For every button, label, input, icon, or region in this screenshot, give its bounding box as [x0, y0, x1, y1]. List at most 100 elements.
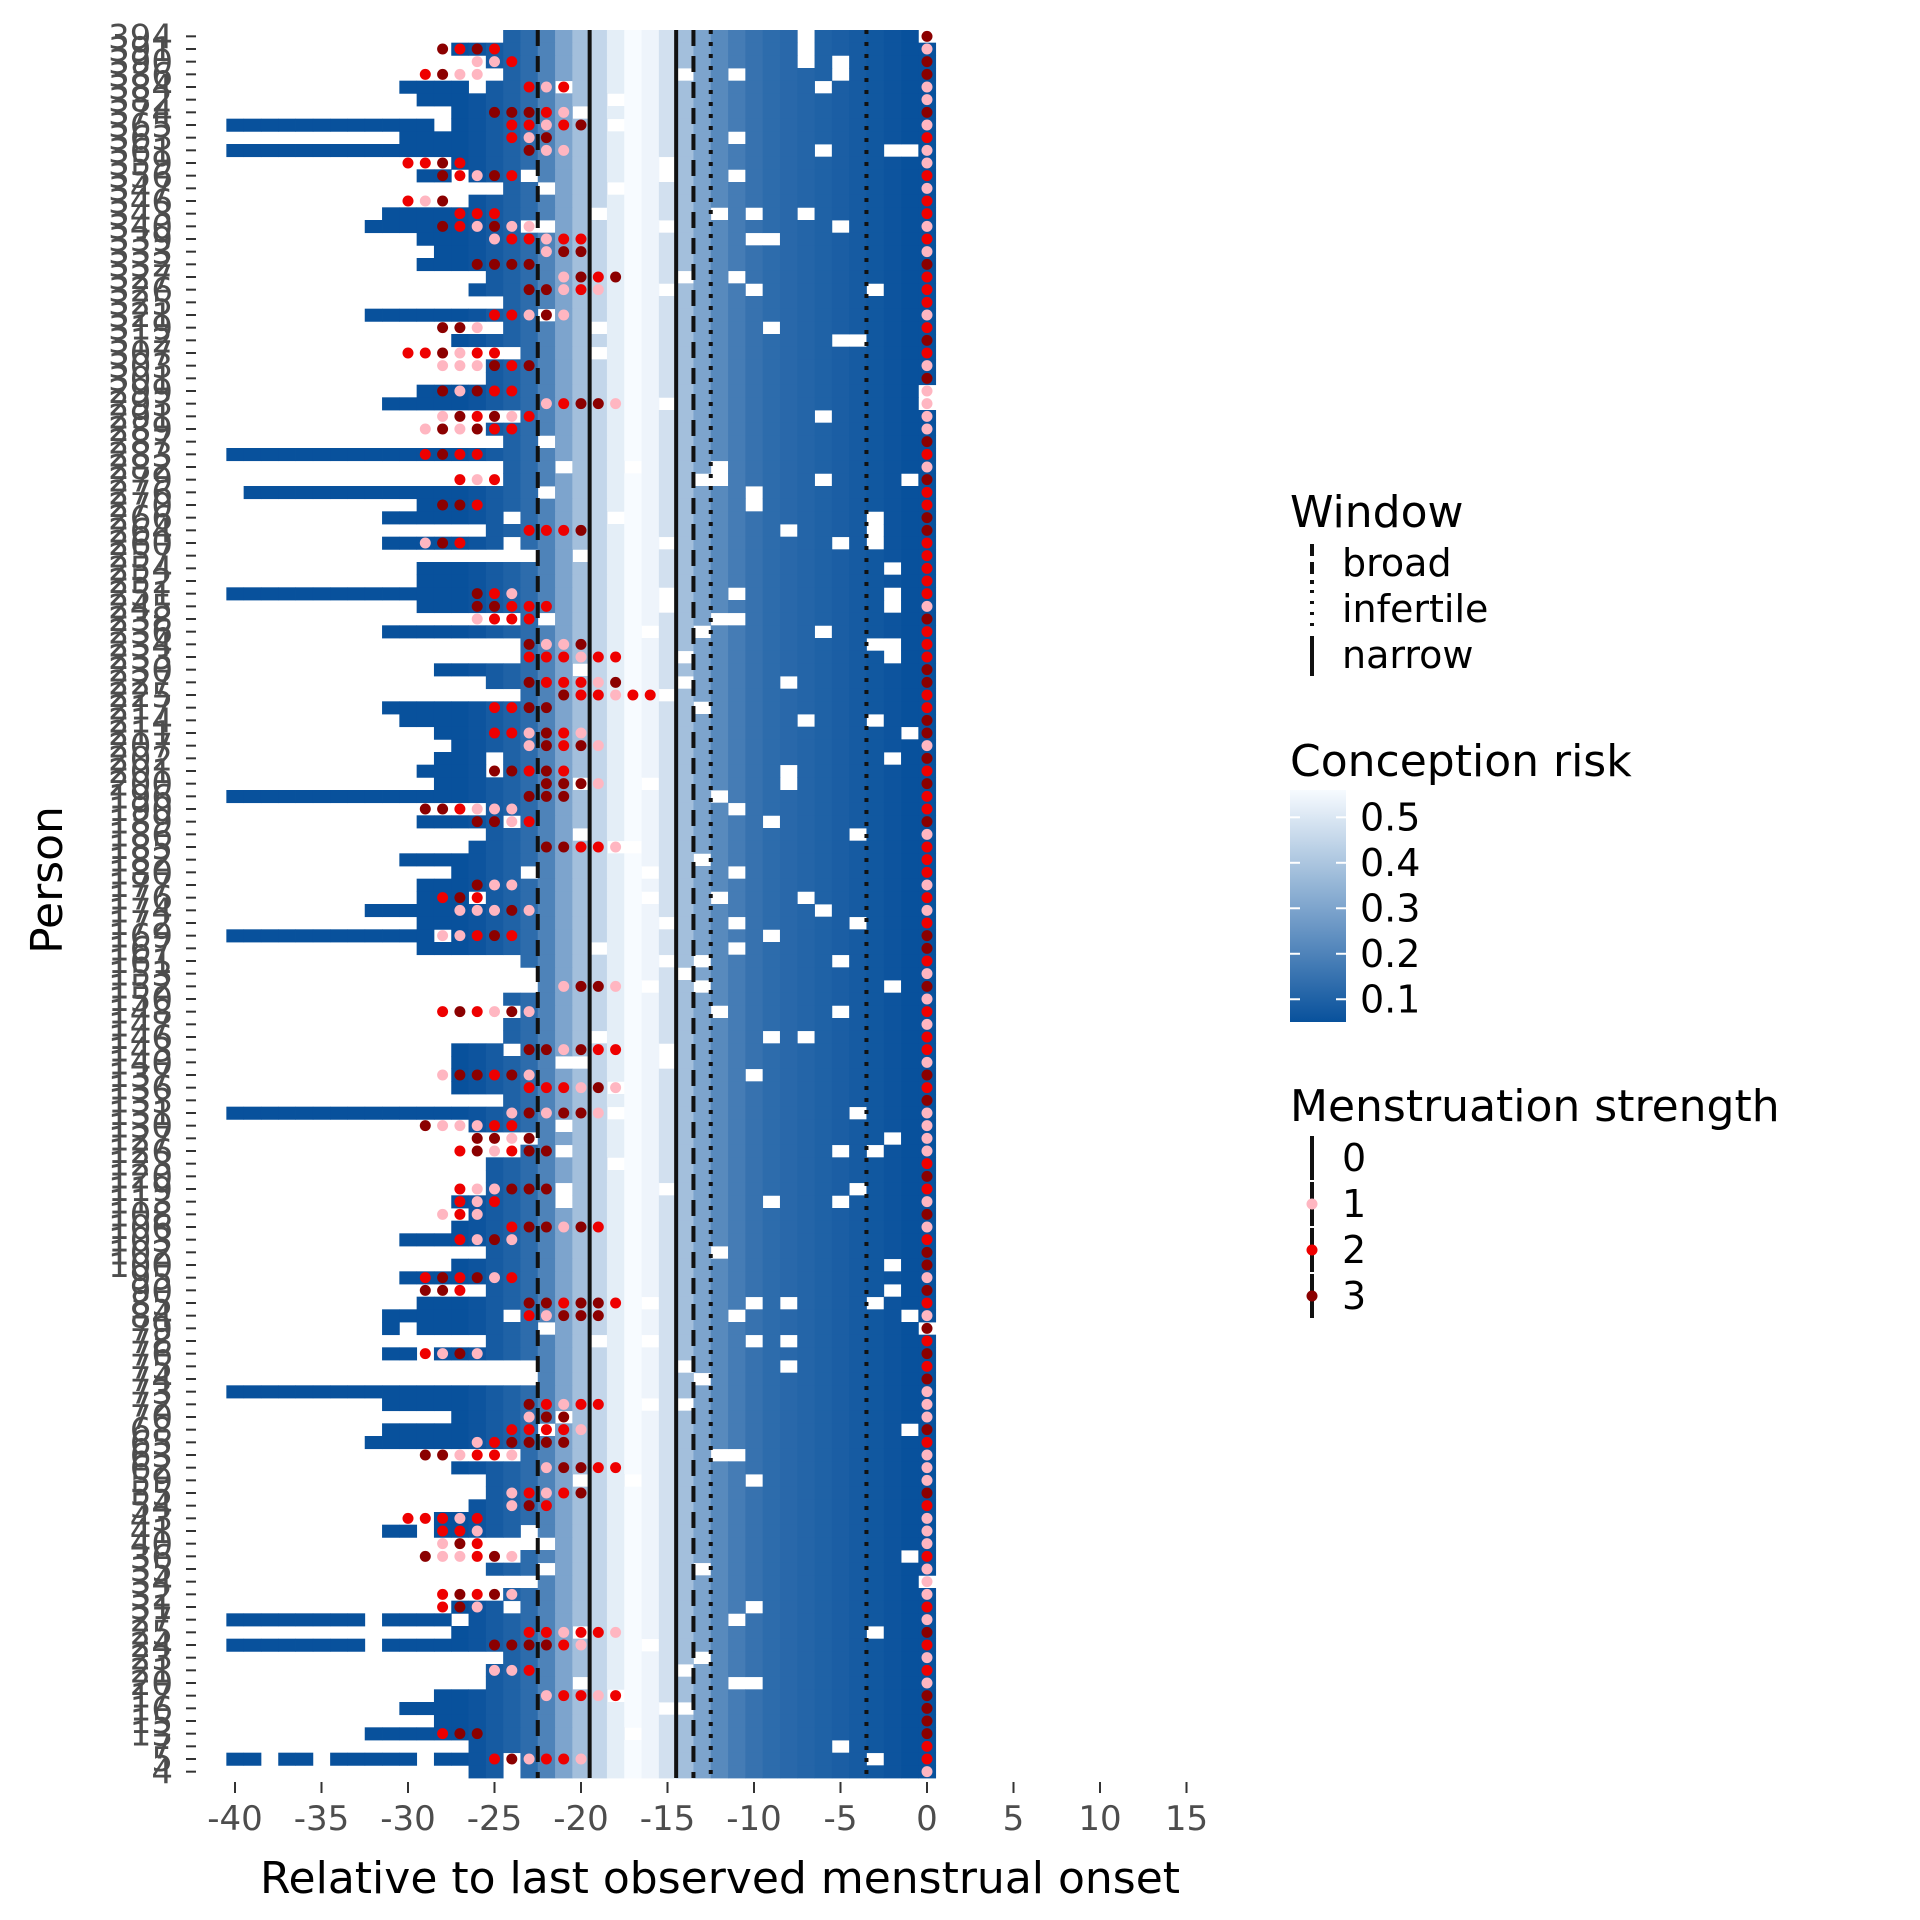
menstruation-dot [523, 1006, 535, 1018]
heat-cell [624, 663, 642, 677]
heat-cell [658, 296, 677, 310]
heat-cell [745, 701, 764, 715]
heat-cell [745, 600, 764, 614]
menstruation-dot [471, 904, 483, 916]
menstruation-dot [506, 904, 518, 916]
heat-cell [658, 511, 677, 525]
heat-cell [641, 422, 660, 436]
heat-cell [399, 1727, 418, 1741]
heat-cell [814, 1575, 833, 1589]
menstruation-dot [437, 892, 449, 904]
heat-cell [624, 1752, 642, 1766]
heat-cell [693, 1208, 712, 1222]
menstruation-dot [454, 1145, 466, 1157]
menstruation-dot [540, 1310, 552, 1322]
heat-cell [814, 1246, 833, 1260]
heat-cell [606, 359, 625, 373]
y-tick-label: 106 [108, 1208, 173, 1248]
heat-cell [503, 992, 521, 1006]
heat-cell [572, 815, 591, 829]
menstruation-dot [506, 1487, 518, 1499]
menstruation-dot [921, 30, 933, 42]
heat-cell [849, 878, 867, 892]
heat-cell [503, 194, 521, 208]
heat-cell [866, 726, 885, 740]
heat-cell [503, 397, 521, 411]
menstruation-dot [921, 1056, 933, 1068]
heat-cell [624, 1056, 642, 1070]
heat-cell [624, 1765, 642, 1779]
heat-cell [641, 1182, 660, 1196]
heat-cell [779, 1562, 798, 1576]
heat-cell [606, 207, 625, 221]
heat-cell [883, 55, 902, 69]
heat-cell [728, 1689, 746, 1703]
heat-cell [866, 321, 885, 335]
menstruation-dot [489, 1196, 500, 1208]
heat-cell [797, 1448, 815, 1462]
heat-cell [503, 916, 521, 930]
heat-cell [658, 1613, 677, 1627]
heat-cell [814, 650, 833, 664]
heat-cell [883, 42, 902, 56]
heat-cell [901, 384, 919, 398]
heat-cell [866, 676, 885, 690]
heat-cell [624, 144, 642, 158]
heat-cell [814, 1030, 833, 1044]
heat-cell [728, 308, 746, 322]
x-tick-label: -15 [640, 1799, 696, 1839]
heat-cell [883, 942, 902, 956]
y-tick-label: 63 [130, 1436, 173, 1476]
heat-cell [728, 1056, 746, 1070]
heat-cell [693, 283, 712, 297]
menstruation-dot [540, 1462, 552, 1474]
menstruation-dot [921, 360, 933, 372]
heat-cell [589, 448, 608, 462]
menstruation-dot [921, 714, 933, 726]
y-tick-label: 257 [108, 537, 173, 577]
heat-cell [883, 1664, 902, 1678]
heat-cell [779, 182, 798, 196]
heat-cell [676, 980, 694, 994]
heat-cell [762, 448, 781, 462]
heat-cell [814, 1258, 833, 1272]
heat-cell [762, 346, 781, 360]
heat-cell [485, 1170, 504, 1184]
heat-cell [433, 1752, 452, 1766]
heat-cell [693, 1727, 712, 1741]
heat-cell [658, 1322, 677, 1336]
menstruation-dot [437, 157, 449, 169]
heat-cell [710, 878, 729, 892]
heat-cell [589, 954, 608, 968]
heat-cell [779, 587, 798, 601]
y-tick-label: 236 [108, 613, 173, 653]
heat-cell [693, 663, 712, 677]
heat-cell [779, 1613, 798, 1627]
heat-cell [762, 1550, 781, 1564]
heat-cell [537, 954, 556, 968]
heat-cell [728, 574, 746, 588]
heat-cell [555, 954, 573, 968]
heat-cell [797, 739, 815, 753]
heat-cell [866, 1106, 885, 1120]
menstruation-dot [523, 790, 535, 802]
heat-cell [693, 524, 712, 538]
heat-cell [278, 1638, 296, 1652]
menstruation-dot [921, 537, 933, 549]
heat-cell [503, 1740, 521, 1754]
heat-cell [901, 1474, 919, 1488]
heat-cell [849, 1334, 867, 1348]
heat-cell [693, 68, 712, 82]
y-tick-label: 326 [108, 271, 173, 311]
heat-cell [814, 1068, 833, 1082]
heat-cell [676, 106, 694, 120]
heat-cell [745, 1132, 764, 1146]
legend-strength-dot [1306, 1244, 1318, 1256]
heat-cell [485, 1157, 504, 1171]
heat-cell [572, 1740, 591, 1754]
heat-cell [797, 777, 815, 791]
heat-cell [572, 600, 591, 614]
heat-cell [624, 296, 642, 310]
heat-cell [762, 258, 781, 272]
heat-cell [451, 397, 469, 411]
